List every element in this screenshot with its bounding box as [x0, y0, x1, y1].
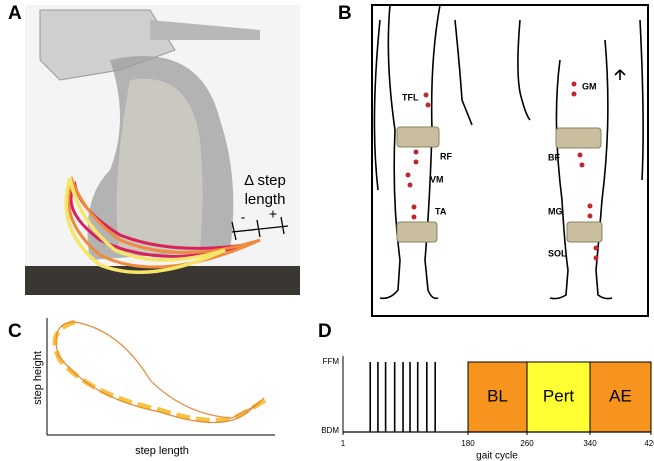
- trajectory: [64, 177, 226, 274]
- right-arm: [517, 19, 644, 181]
- trajectory-mean: [52, 319, 267, 423]
- y-tick-label: FFM: [323, 357, 340, 366]
- phase-label: AE: [609, 386, 632, 405]
- x-axis-label: step length: [135, 445, 189, 457]
- left-arm: [373, 19, 473, 191]
- step-scale: [231, 216, 289, 241]
- right-leg-outline: [549, 39, 613, 300]
- x-tick-label: 260: [520, 439, 534, 448]
- strap: [566, 221, 603, 243]
- phase-label: Pert: [543, 386, 574, 405]
- leg-overlay: [116, 78, 203, 255]
- muscle-label: BF: [548, 152, 560, 162]
- minus-label: -: [241, 209, 246, 225]
- trajectory: [67, 175, 261, 269]
- phase-block: [467, 361, 528, 433]
- muscle-label: TFL: [402, 92, 419, 102]
- left-leg-outline: [379, 4, 441, 300]
- phase-label: BL: [487, 386, 508, 405]
- panel-c: step height step length C: [8, 318, 275, 457]
- annotation: Δ step: [244, 172, 286, 189]
- strap: [555, 127, 602, 149]
- panel-a: Δ step length - + A: [8, 3, 300, 295]
- glute-mark: [614, 69, 626, 80]
- muscle-label: SOL: [548, 248, 567, 258]
- y-tick-label: BDM: [321, 426, 339, 435]
- x-tick-label: 1: [341, 439, 346, 448]
- frame: [371, 4, 649, 317]
- strap: [396, 221, 438, 243]
- robot-arm: [150, 20, 260, 40]
- x-tick-label: 420: [644, 439, 654, 448]
- panel-label: D: [318, 321, 332, 342]
- panel-label: B: [338, 3, 352, 24]
- trajectory: [55, 321, 265, 424]
- muscle-label: TA: [435, 206, 447, 216]
- electrodes: [405, 81, 599, 261]
- muscle-label: RF: [440, 151, 452, 161]
- panel-label: A: [8, 3, 22, 24]
- phase-block: [526, 361, 591, 433]
- plus-label: +: [269, 206, 277, 222]
- muscle-label: MG: [548, 206, 563, 216]
- x-tick-label: 340: [583, 439, 597, 448]
- strap: [396, 126, 440, 148]
- annotation: length: [245, 191, 286, 208]
- x-axis-label: gait cycle: [476, 451, 518, 461]
- panel-label: C: [8, 321, 22, 342]
- x-tick-label: 180: [461, 439, 475, 448]
- muscle-label: VM: [430, 174, 444, 184]
- panel-d: D FFM BDM gait cycle BL Pert AE 1 180 260 340 4…: [318, 321, 654, 461]
- y-axis-label: step height: [32, 351, 44, 405]
- muscle-label: GM: [582, 81, 597, 91]
- phase-block: [589, 361, 652, 433]
- panel-b: TFL RF VM TA GM BF MG SOL B: [338, 3, 649, 317]
